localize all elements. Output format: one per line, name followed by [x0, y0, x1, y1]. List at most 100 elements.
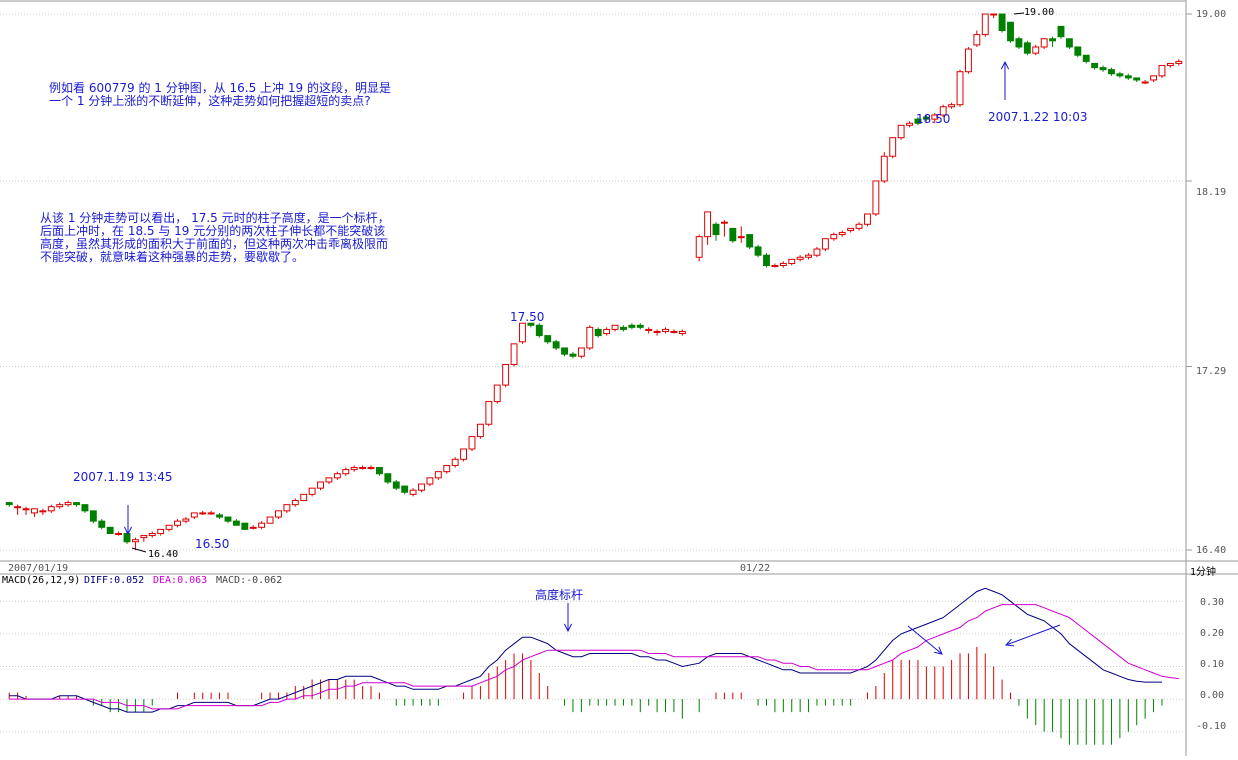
- x-label-date-1: 2007/01/19: [8, 563, 69, 574]
- candle: [1082, 54, 1090, 64]
- candle: [519, 322, 526, 344]
- candle-body: [106, 526, 114, 535]
- candle-body: [821, 238, 829, 250]
- candle: [998, 13, 1006, 33]
- candle: [544, 335, 552, 344]
- y-tick-16-40: 16.40: [1196, 545, 1227, 556]
- candle: [948, 102, 956, 109]
- candle-body: [704, 211, 712, 238]
- candle: [611, 324, 619, 332]
- candle: [73, 502, 80, 507]
- candle: [493, 384, 501, 404]
- macd-first-push-arrow: [907, 625, 943, 655]
- candle-body: [460, 448, 468, 460]
- macd-second-push-arrow-head: [1004, 638, 1015, 647]
- candle-body: [73, 502, 80, 506]
- candle: [199, 510, 207, 515]
- candle-body: [712, 223, 720, 236]
- candle: [990, 13, 998, 19]
- candle-body: [199, 512, 207, 515]
- candle-body: [275, 510, 282, 518]
- candle: [5, 502, 13, 507]
- candle-body: [973, 34, 981, 46]
- x-label-date-2: 01/22: [740, 563, 771, 574]
- candle: [1091, 62, 1099, 70]
- candle: [510, 343, 518, 367]
- candle: [115, 531, 123, 536]
- candle: [645, 327, 653, 334]
- candle-body: [64, 502, 72, 506]
- peak-arrow: [1000, 60, 1010, 100]
- candle: [384, 473, 392, 485]
- period-label: 1分钟: [1190, 567, 1217, 578]
- candle-body: [375, 467, 383, 475]
- candle-body: [443, 464, 451, 473]
- candle: [64, 500, 72, 507]
- candle: [342, 467, 350, 476]
- candle-body: [577, 347, 585, 357]
- peak-price-leader: [1013, 12, 1025, 15]
- candle-body: [864, 213, 871, 225]
- candle-body: [140, 535, 148, 539]
- candle-body: [502, 363, 510, 386]
- candle: [1040, 38, 1048, 50]
- candle: [443, 464, 451, 474]
- macd-benchmark-arrow: [563, 603, 573, 633]
- candle: [813, 246, 821, 258]
- macd-second-push-arrow: [1004, 624, 1061, 647]
- candle-body: [249, 526, 257, 529]
- candle-body: [1124, 75, 1132, 79]
- candle: [165, 524, 173, 532]
- candle-body: [586, 326, 594, 349]
- candle: [1175, 59, 1183, 66]
- candle: [325, 477, 333, 485]
- candle-body: [1133, 77, 1141, 81]
- candle-body: [872, 180, 880, 215]
- candle-body: [1175, 60, 1183, 64]
- macd-tick-0-00: 0.00: [1200, 690, 1225, 701]
- candle: [586, 325, 594, 351]
- diff-value: DIFF:0.052: [84, 575, 145, 586]
- candle-body: [1116, 73, 1124, 77]
- candle: [207, 510, 215, 515]
- candle: [350, 465, 358, 472]
- candle: [720, 220, 728, 237]
- candle-body: [31, 508, 38, 514]
- candle-body: [720, 221, 728, 224]
- candle: [864, 213, 871, 227]
- candle-body: [14, 506, 22, 509]
- candle-body: [392, 481, 400, 489]
- candle: [889, 137, 897, 159]
- candle-body: [939, 106, 947, 116]
- candle-body: [1032, 46, 1040, 54]
- candle-body: [1023, 42, 1031, 54]
- question-note: 例如看 600779 的 1 分钟图，从 16.5 上冲 19 的这段，明显是 …: [49, 81, 391, 108]
- candle-body: [224, 516, 232, 522]
- candle: [460, 448, 468, 462]
- candle-body: [426, 477, 434, 485]
- candle-body: [190, 512, 198, 518]
- candle: [729, 227, 737, 243]
- candle: [956, 69, 964, 107]
- candle: [1015, 36, 1023, 50]
- candle-body: [291, 500, 299, 506]
- candle-body: [636, 324, 644, 328]
- candle: [157, 528, 165, 536]
- candle-body: [258, 522, 266, 528]
- candle-body: [1065, 38, 1073, 48]
- macd-benchmark-label: 高度标杆: [535, 588, 584, 602]
- candle: [409, 488, 417, 497]
- macd-tick-0-30: 0.30: [1200, 597, 1225, 608]
- candle: [1099, 65, 1107, 72]
- candle-body: [1049, 38, 1057, 42]
- candle-body: [350, 467, 358, 471]
- candle-body: [847, 227, 855, 231]
- candle: [1023, 40, 1031, 56]
- macd-benchmark-arrow-head: [563, 623, 573, 633]
- candle: [502, 363, 510, 388]
- candle-body: [476, 423, 484, 438]
- candle-body: [384, 473, 392, 483]
- macd-value: MACD:-0.062: [216, 575, 283, 586]
- candle-body: [283, 504, 291, 512]
